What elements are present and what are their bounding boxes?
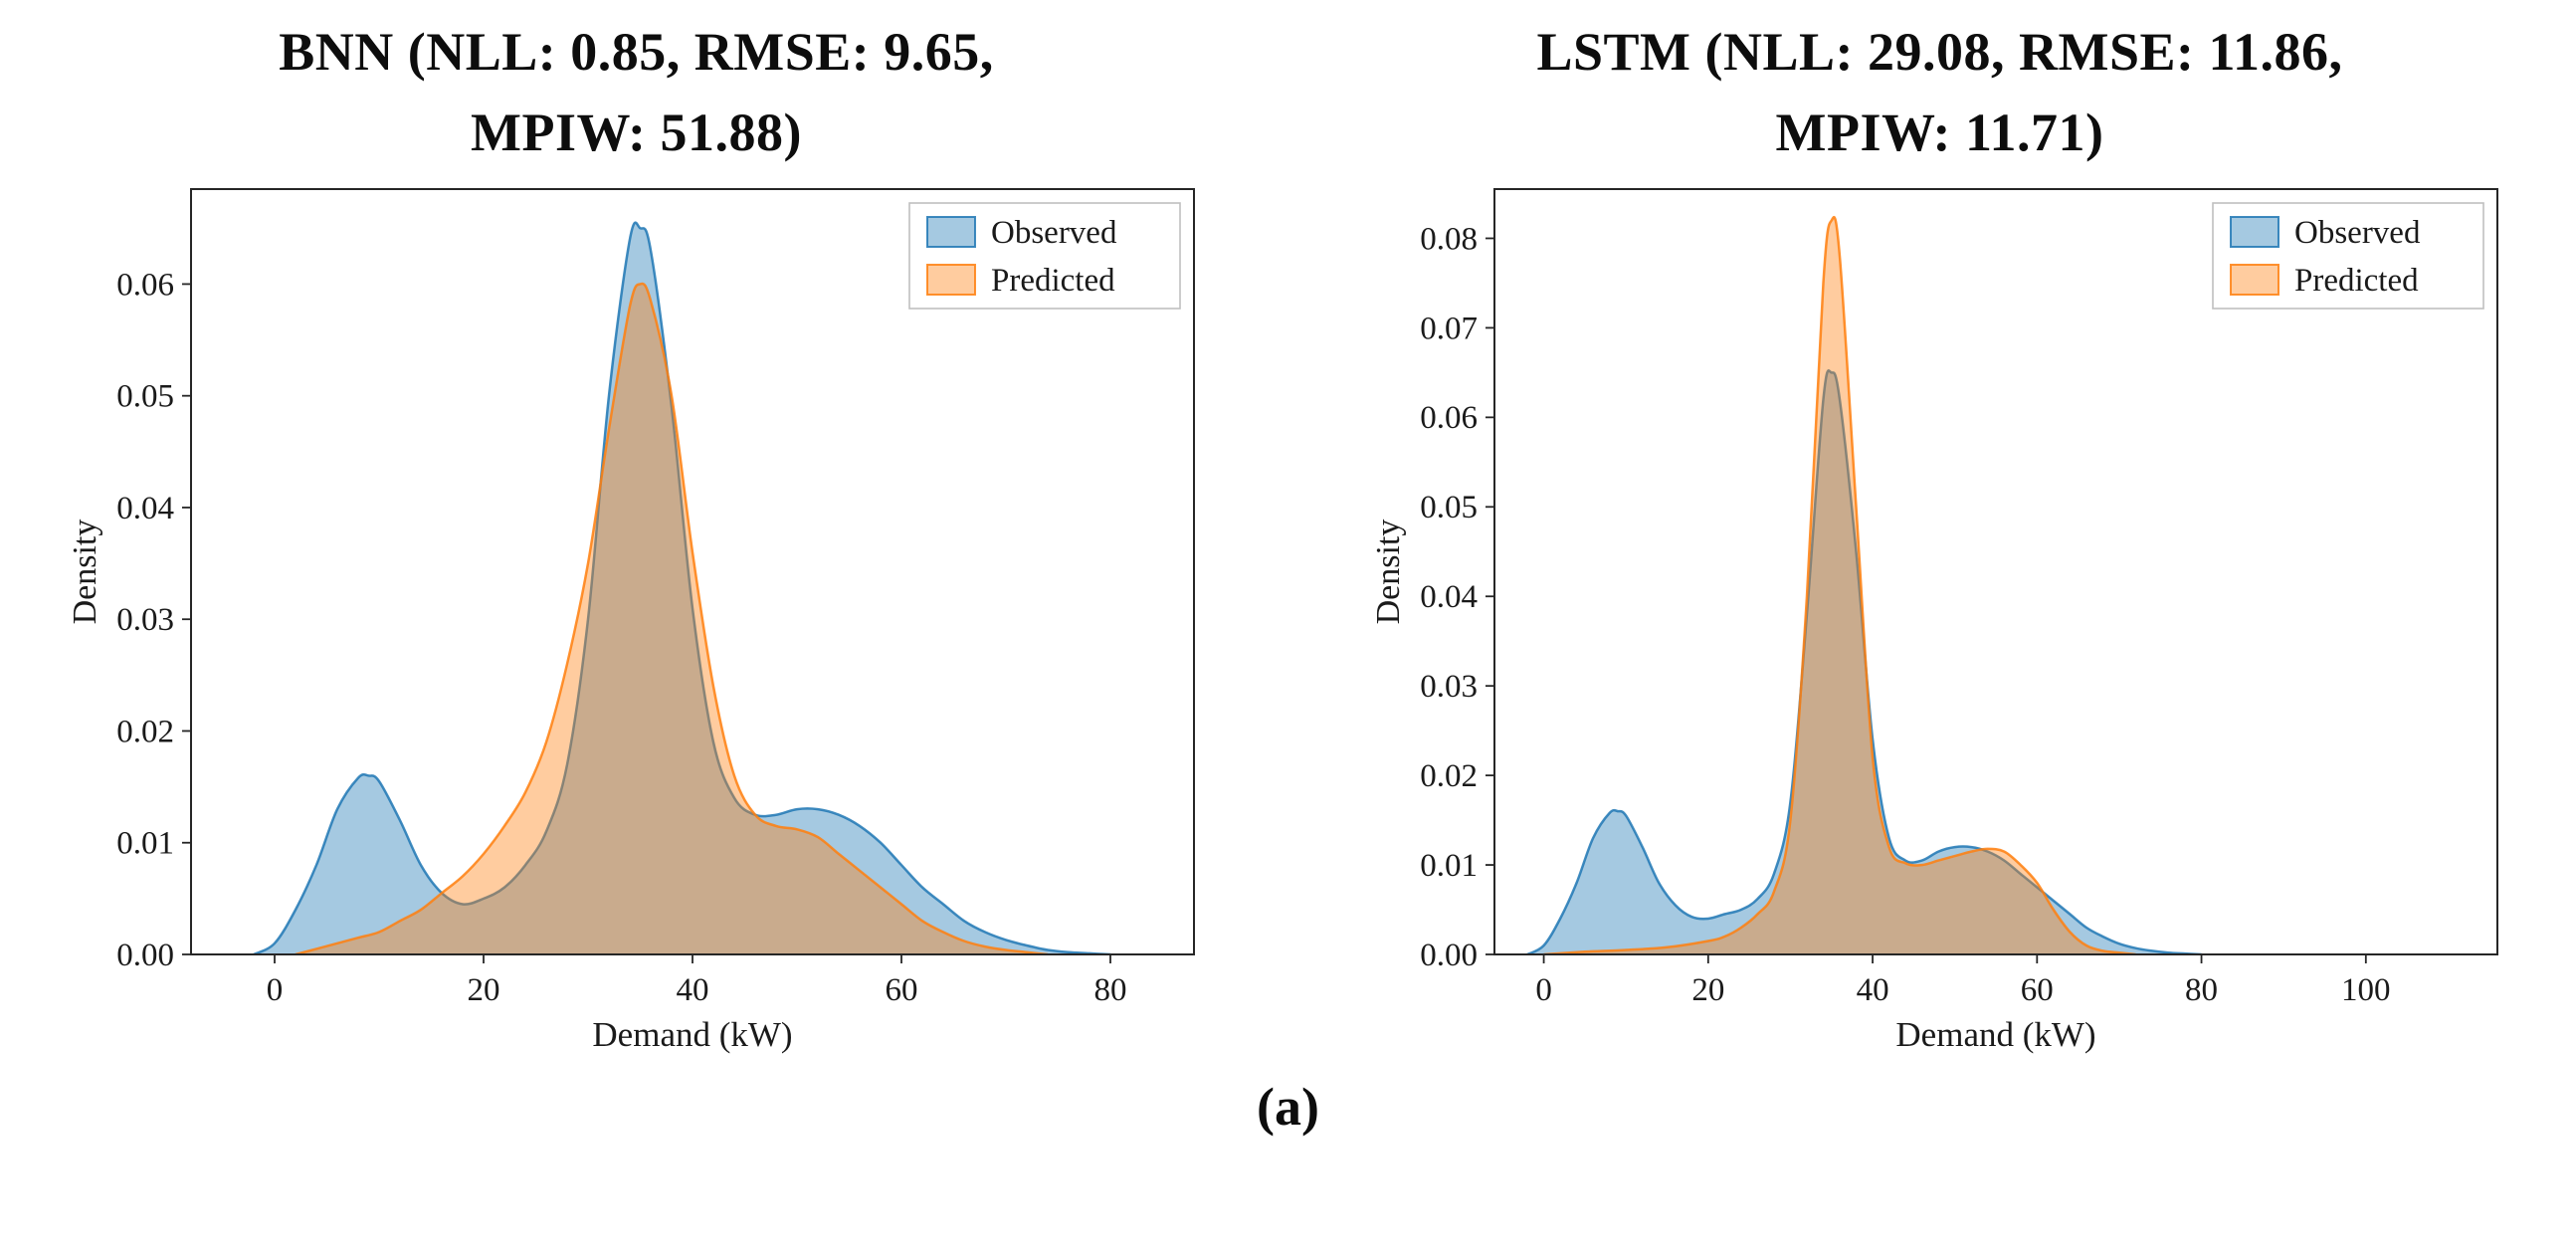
y-tick-label: 0.05 xyxy=(1420,490,1478,525)
y-tick-label: 0.07 xyxy=(1420,311,1478,346)
lstm-title-line-2: MPIW: 11.71) xyxy=(1775,103,2104,162)
plot-border xyxy=(189,188,1195,955)
y-tick-label: 0.00 xyxy=(116,938,174,973)
x-tick-label: 20 xyxy=(467,972,499,1008)
x-tick-label: 80 xyxy=(1093,972,1126,1008)
series-area-observed xyxy=(253,222,1110,954)
legend-label-observed: Observed xyxy=(2294,215,2421,251)
lstm-chart-block: LSTM (NLL: 29.08, RMSE: 11.86, MPIW: 11.… xyxy=(1363,12,2517,1074)
legend: Observed Predicted xyxy=(2211,202,2484,310)
series-line-observed xyxy=(252,221,1110,954)
y-tick-label: 0.06 xyxy=(1420,400,1478,436)
y-tick-label: 0.01 xyxy=(116,826,174,862)
legend-box xyxy=(2211,202,2484,310)
legend-label-predicted: Predicted xyxy=(991,263,1115,299)
y-tick-label: 0.03 xyxy=(116,602,174,638)
bnn-density-plot: 0 20 40 60 80 0.00 0.01 0.02 0.03 0.04 0.05 0.06 Dem… xyxy=(60,173,1214,1074)
axes: 0 20 40 60 80 0.00 0.01 0.02 0.03 0.04 0.05 0.06 xyxy=(116,267,1126,1008)
y-tick-label: 0.00 xyxy=(1420,938,1478,973)
x-axis-label: Demand (kW) xyxy=(592,1015,792,1054)
legend: Observed Predicted xyxy=(907,202,1181,310)
legend-box xyxy=(907,202,1181,310)
series-line-observed xyxy=(1525,369,2202,954)
y-tick-label: 0.04 xyxy=(1420,579,1478,615)
bnn-chart-title: BNN (NLL: 0.85, RMSE: 9.65, MPIW: 51.88) xyxy=(279,12,994,173)
legend-swatch-predicted xyxy=(925,264,976,296)
lstm-chart-title: LSTM (NLL: 29.08, RMSE: 11.86, MPIW: 11.… xyxy=(1536,12,2342,173)
figure-caption: (a) xyxy=(1257,1077,1319,1137)
bnn-title-line-1: BNN (NLL: 0.85, RMSE: 9.65, xyxy=(279,22,994,82)
x-tick-label: 60 xyxy=(885,972,917,1008)
axes: 0 20 40 60 80 100 0.00 0.01 0.02 0.03 0.04 0.05 0.06… xyxy=(1420,221,2390,1008)
y-tick-label: 0.06 xyxy=(116,267,174,303)
series-line-predicted xyxy=(1543,216,2136,954)
x-tick-label: 40 xyxy=(1856,972,1888,1008)
y-tick-label: 0.08 xyxy=(1420,221,1478,257)
y-axis-label: Density xyxy=(1370,520,1407,625)
x-tick-label: 40 xyxy=(676,972,708,1008)
series-area-predicted xyxy=(1543,217,2135,954)
x-tick-label: 20 xyxy=(1691,972,1724,1008)
bnn-title-line-2: MPIW: 51.88) xyxy=(471,103,802,162)
series-area-predicted xyxy=(295,284,1048,954)
y-axis-label: Density xyxy=(67,520,103,625)
density-plot-svg: 0 20 40 60 80 100 0.00 0.01 0.02 0.03 0.04 0.05 0.06… xyxy=(1370,188,2498,1054)
x-tick-label: 100 xyxy=(2341,972,2391,1008)
legend-label-predicted: Predicted xyxy=(2294,263,2419,299)
series-group xyxy=(252,221,1110,954)
y-tick-label: 0.01 xyxy=(1420,848,1478,884)
plot-border xyxy=(1492,188,2498,955)
lstm-title-line-1: LSTM (NLL: 29.08, RMSE: 11.86, xyxy=(1536,22,2343,82)
x-tick-label: 0 xyxy=(266,972,283,1008)
lstm-density-plot: 0 20 40 60 80 100 0.00 0.01 0.02 0.03 0.04 0.05 0.06… xyxy=(1363,173,2517,1074)
legend-swatch-observed xyxy=(2229,216,2279,248)
x-axis-label: Demand (kW) xyxy=(1895,1015,2095,1054)
legend-label-observed: Observed xyxy=(991,215,1117,251)
series-line-predicted xyxy=(295,282,1048,954)
y-tick-label: 0.04 xyxy=(116,491,174,526)
bnn-chart-block: BNN (NLL: 0.85, RMSE: 9.65, MPIW: 51.88)… xyxy=(60,12,1214,1074)
y-tick-label: 0.03 xyxy=(1420,669,1478,705)
y-tick-label: 0.05 xyxy=(116,379,174,415)
y-tick-label: 0.02 xyxy=(116,714,174,749)
series-group xyxy=(1525,216,2202,954)
density-plot-svg: 0 20 40 60 80 0.00 0.01 0.02 0.03 0.04 0.05 0.06 Dem… xyxy=(67,188,1195,1054)
y-tick-label: 0.02 xyxy=(1420,758,1478,794)
legend-swatch-observed xyxy=(925,216,976,248)
x-tick-label: 60 xyxy=(2020,972,2053,1008)
x-tick-label: 80 xyxy=(2185,972,2218,1008)
legend-swatch-predicted xyxy=(2229,264,2279,296)
charts-row: BNN (NLL: 0.85, RMSE: 9.65, MPIW: 51.88)… xyxy=(60,12,2517,1074)
x-tick-label: 0 xyxy=(1535,972,1552,1008)
